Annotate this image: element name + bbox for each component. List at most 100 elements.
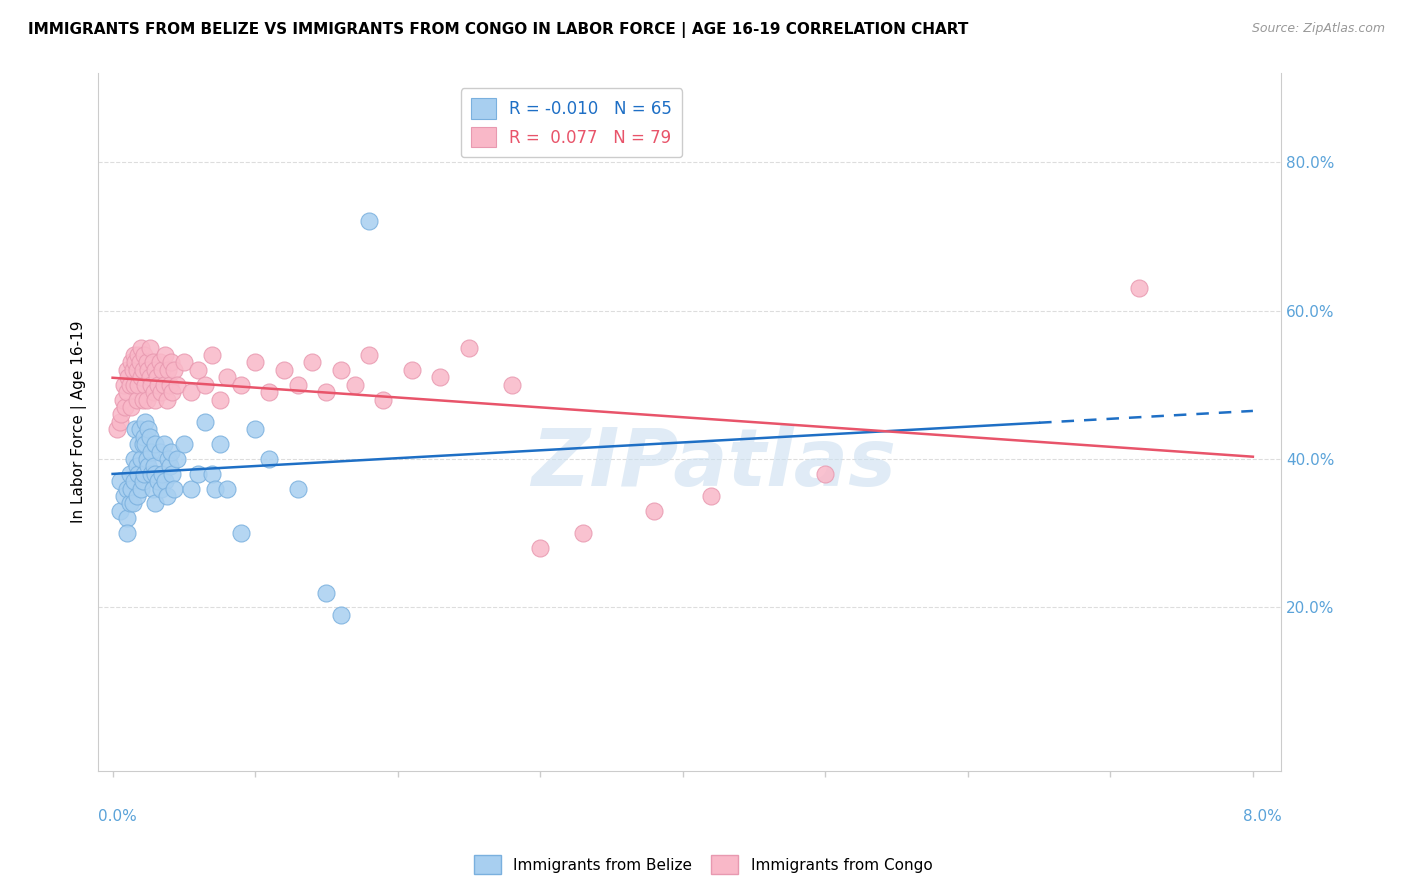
Point xyxy=(105,422,128,436)
Point xyxy=(180,385,202,400)
Point xyxy=(129,370,152,384)
Point xyxy=(138,430,160,444)
Point xyxy=(148,474,170,488)
Point xyxy=(135,452,157,467)
Point xyxy=(127,437,149,451)
Point xyxy=(136,422,159,436)
Point xyxy=(135,355,157,369)
Point xyxy=(115,511,138,525)
Point xyxy=(112,489,135,503)
Point xyxy=(111,392,134,407)
Point xyxy=(155,348,177,362)
Point xyxy=(373,392,395,407)
Point xyxy=(152,363,174,377)
Point xyxy=(139,467,162,481)
Point xyxy=(138,341,160,355)
Point xyxy=(136,363,159,377)
Point xyxy=(343,377,366,392)
Point xyxy=(124,422,146,436)
Point xyxy=(187,467,209,481)
Point xyxy=(108,474,131,488)
Point xyxy=(315,585,337,599)
Point xyxy=(134,415,156,429)
Point xyxy=(315,385,337,400)
Point xyxy=(204,482,226,496)
Point xyxy=(134,377,156,392)
Point xyxy=(243,355,266,369)
Point xyxy=(159,377,181,392)
Point xyxy=(166,377,188,392)
Text: ZIPatlas: ZIPatlas xyxy=(531,425,896,503)
Point xyxy=(329,363,352,377)
Point xyxy=(152,467,174,481)
Point xyxy=(153,377,176,392)
Y-axis label: In Labor Force | Age 16-19: In Labor Force | Age 16-19 xyxy=(72,320,87,523)
Legend: Immigrants from Belize, Immigrants from Congo: Immigrants from Belize, Immigrants from … xyxy=(468,849,938,880)
Point xyxy=(138,370,160,384)
Point xyxy=(122,474,145,488)
Point xyxy=(146,370,169,384)
Point xyxy=(208,392,231,407)
Point xyxy=(173,355,195,369)
Point xyxy=(129,452,152,467)
Point xyxy=(125,489,148,503)
Point xyxy=(301,355,323,369)
Point xyxy=(173,437,195,451)
Point xyxy=(141,482,163,496)
Point xyxy=(162,467,184,481)
Point xyxy=(131,363,153,377)
Point xyxy=(122,348,145,362)
Point xyxy=(287,482,309,496)
Text: 8.0%: 8.0% xyxy=(1243,809,1281,824)
Point xyxy=(187,363,209,377)
Point xyxy=(114,400,136,414)
Point xyxy=(201,467,224,481)
Text: IMMIGRANTS FROM BELIZE VS IMMIGRANTS FROM CONGO IN LABOR FORCE | AGE 16-19 CORRE: IMMIGRANTS FROM BELIZE VS IMMIGRANTS FRO… xyxy=(28,22,969,38)
Point xyxy=(131,474,153,488)
Point xyxy=(139,377,162,392)
Point xyxy=(150,385,173,400)
Point xyxy=(153,437,176,451)
Point xyxy=(1128,281,1150,295)
Point xyxy=(131,392,153,407)
Point xyxy=(127,467,149,481)
Point xyxy=(142,459,165,474)
Point xyxy=(157,363,180,377)
Point xyxy=(643,504,665,518)
Point xyxy=(121,496,143,510)
Point xyxy=(115,482,138,496)
Point xyxy=(215,370,238,384)
Point xyxy=(115,526,138,541)
Point xyxy=(125,363,148,377)
Point xyxy=(194,415,217,429)
Point xyxy=(501,377,523,392)
Point xyxy=(129,341,152,355)
Point xyxy=(529,541,551,555)
Point xyxy=(155,474,177,488)
Point xyxy=(215,482,238,496)
Point xyxy=(132,430,155,444)
Point xyxy=(160,444,183,458)
Point xyxy=(125,392,148,407)
Point xyxy=(120,482,142,496)
Point xyxy=(125,459,148,474)
Point xyxy=(273,363,295,377)
Text: 0.0%: 0.0% xyxy=(98,809,138,824)
Point xyxy=(134,437,156,451)
Point xyxy=(145,363,167,377)
Point xyxy=(259,452,281,467)
Point xyxy=(129,482,152,496)
Point xyxy=(122,452,145,467)
Point xyxy=(120,355,142,369)
Point xyxy=(162,385,184,400)
Point xyxy=(359,214,381,228)
Point xyxy=(156,392,179,407)
Point xyxy=(128,355,150,369)
Point xyxy=(163,482,186,496)
Point xyxy=(132,467,155,481)
Point xyxy=(166,452,188,467)
Point xyxy=(128,422,150,436)
Point xyxy=(142,385,165,400)
Point xyxy=(359,348,381,362)
Point xyxy=(159,459,181,474)
